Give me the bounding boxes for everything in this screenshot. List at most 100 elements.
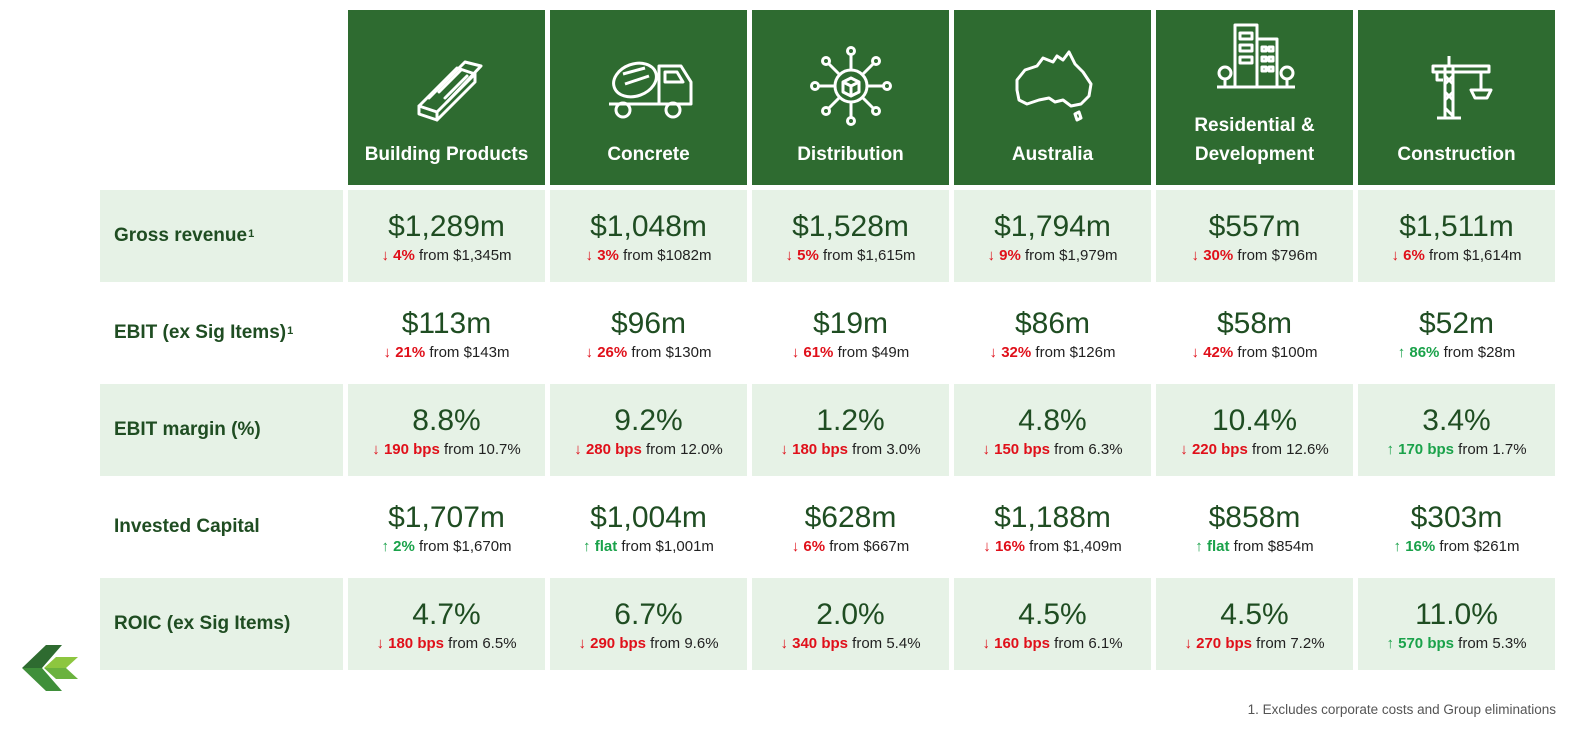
metric-change: ↓ 9% from $1,979m	[987, 247, 1117, 264]
arrow-down-icon: ↓	[578, 634, 586, 652]
segment-label: Concrete	[607, 144, 690, 165]
change-amount: 190 bps	[383, 440, 440, 458]
change-amount: 290 bps	[590, 634, 646, 652]
change-amount: 6%	[1403, 246, 1425, 264]
prior-value: from 1.7%	[1458, 440, 1527, 458]
metric-change: ↓ 290 bps from 9.6%	[578, 635, 718, 652]
row-label: Invested Capital	[100, 481, 343, 573]
metric-value: $1,511m	[1399, 209, 1514, 243]
prior-value: from $126m	[1035, 343, 1116, 361]
metric-cell: 4.5% ↓ 160 bps from 6.1%	[954, 578, 1151, 670]
metric-change: ↓ 220 bps from 12.6%	[1180, 441, 1328, 458]
change-amount: 170 bps	[1398, 440, 1454, 458]
metric-cell: 11.0% ↑ 570 bps from 5.3%	[1358, 578, 1555, 670]
change-amount: 570 bps	[1398, 634, 1454, 652]
arrow-down-icon: ↓	[982, 440, 990, 458]
arrow-up-icon: ↑	[1397, 343, 1406, 361]
table-corner	[100, 10, 343, 185]
metric-change: ↑ 170 bps from 1.7%	[1386, 441, 1526, 458]
metric-cell: $1,289m ↓ 4% from $1,345m	[348, 190, 545, 282]
prior-value: from $28m	[1443, 343, 1516, 361]
metric-cell: 4.7% ↓ 180 bps from 6.5%	[348, 578, 545, 670]
prior-value: from $1,979m	[1024, 246, 1118, 264]
arrow-down-icon: ↓	[383, 343, 392, 361]
segment-header-distribution: Distribution	[752, 10, 949, 185]
metric-change: ↑ 16% from $261m	[1394, 538, 1520, 555]
metric-value: 8.8%	[412, 403, 481, 437]
arrow-down-icon: ↓	[791, 343, 800, 361]
footnote-marker: 1	[287, 325, 294, 337]
arrow-up-icon: ↑	[381, 537, 389, 555]
metric-value: $1,004m	[590, 500, 707, 534]
change-amount: 6%	[803, 537, 826, 555]
arrow-down-icon: ↓	[574, 440, 582, 458]
segment-label: Residential & Development	[1194, 115, 1315, 165]
metric-change: ↓ 61% from $49m	[792, 344, 910, 361]
change-amount: 21%	[395, 343, 426, 361]
prior-value: from $1,409m	[1029, 537, 1122, 555]
arrow-up-icon: ↑	[1393, 537, 1402, 555]
change-amount: 270 bps	[1196, 634, 1252, 652]
segment-header-construction: Construction	[1358, 10, 1555, 185]
metric-change: ↓ 6% from $667m	[792, 538, 910, 555]
metric-cell: 4.8% ↓ 150 bps from 6.3%	[954, 384, 1151, 476]
company-logo	[22, 643, 80, 693]
metric-cell: $628m ↓ 6% from $667m	[752, 481, 949, 573]
arrow-down-icon: ↓	[1191, 246, 1200, 264]
prior-value: from $1,670m	[418, 537, 512, 555]
metric-value: $858m	[1208, 500, 1301, 534]
metric-cell: $52m ↑ 86% from $28m	[1358, 287, 1555, 379]
arrow-down-icon: ↓	[785, 246, 793, 264]
segment-header-building-products: Building Products	[348, 10, 545, 185]
concrete-mixer-truck-icon	[601, 46, 697, 126]
change-amount: 42%	[1203, 343, 1234, 361]
arrow-down-icon: ↓	[1191, 343, 1200, 361]
metric-cell: $58m ↓ 42% from $100m	[1156, 287, 1353, 379]
metric-cell: $1,048m ↓ 3% from $1082m	[550, 190, 747, 282]
metric-cell: $858m ↑ flat from $854m	[1156, 481, 1353, 573]
prior-value: from $1,615m	[822, 246, 916, 264]
metric-value: 10.4%	[1211, 403, 1298, 437]
arrow-down-icon: ↓	[982, 634, 990, 652]
metric-cell: 4.5% ↓ 270 bps from 7.2%	[1156, 578, 1353, 670]
row-label-text: Gross revenue	[114, 225, 248, 246]
arrow-up-icon: ↑	[583, 537, 591, 555]
metric-cell: $19m ↓ 61% from $49m	[752, 287, 949, 379]
row-label-text: Invested Capital	[114, 516, 260, 537]
metric-cell: $1,794m ↓ 9% from $1,979m	[954, 190, 1151, 282]
arrow-up-icon: ↑	[1195, 537, 1203, 555]
metric-cell: $1,511m ↓ 6% from $1,614m	[1358, 190, 1555, 282]
metric-cell: $1,528m ↓ 5% from $1,615m	[752, 190, 949, 282]
metric-cell: $86m ↓ 32% from $126m	[954, 287, 1151, 379]
arrow-down-icon: ↓	[585, 343, 594, 361]
metric-value: $1,188m	[994, 500, 1111, 534]
prior-value: from $1082m	[623, 246, 712, 264]
change-amount: 4%	[393, 246, 415, 264]
change-amount: 150 bps	[994, 440, 1050, 458]
prior-value: from $1,001m	[621, 537, 714, 555]
arrow-down-icon: ↓	[987, 246, 995, 264]
metric-change: ↓ 180 bps from 3.0%	[780, 441, 920, 458]
change-amount: 180 bps	[388, 634, 444, 652]
prior-value: from $667m	[829, 537, 910, 555]
metric-change: ↓ 150 bps from 6.3%	[982, 441, 1122, 458]
change-amount: 5%	[797, 246, 819, 264]
metric-value: 4.8%	[1018, 403, 1087, 437]
row-label-text: EBIT (ex Sig Items)	[114, 322, 287, 343]
prior-value: from 3.0%	[852, 440, 921, 458]
prior-value: from 5.4%	[852, 634, 921, 652]
row-label: EBIT margin (%)	[100, 384, 343, 476]
segment-table: Building Products Concrete	[100, 10, 1555, 670]
metric-change: ↑ 2% from $1,670m	[381, 538, 511, 555]
change-amount: 30%	[1203, 246, 1234, 264]
metric-value: $19m	[812, 306, 889, 340]
metric-change: ↓ 270 bps from 7.2%	[1184, 635, 1324, 652]
metric-value: 2.0%	[816, 597, 885, 631]
metric-change: ↓ 42% from $100m	[1192, 344, 1318, 361]
metric-cell: $1,707m ↑ 2% from $1,670m	[348, 481, 545, 573]
prior-value: from $143m	[429, 343, 510, 361]
metric-change: ↓ 5% from $1,615m	[785, 247, 915, 264]
change-amount: 16%	[994, 537, 1025, 555]
change-amount: 2%	[393, 537, 415, 555]
prior-value: from 5.3%	[1458, 634, 1527, 652]
